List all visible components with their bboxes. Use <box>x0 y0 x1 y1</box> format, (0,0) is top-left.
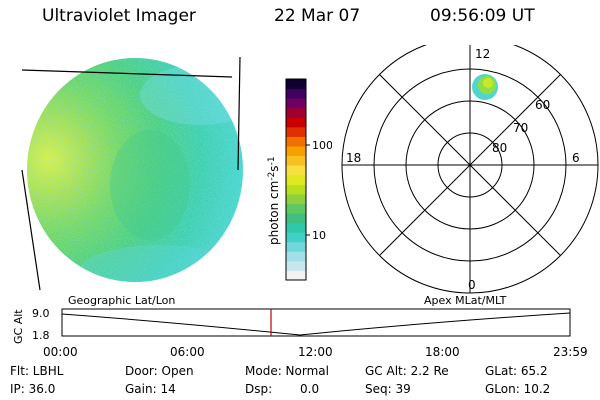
color-scale-block <box>286 260 306 271</box>
color-scale: 100 10 photon cm-2s-1 <box>267 78 332 281</box>
color-scale-block <box>286 98 306 109</box>
polar-mlt-plot: 12 18 6 0 60 70 80 <box>341 45 599 294</box>
limb-line-right <box>237 56 241 171</box>
color-scale-tick-100: 100 <box>312 139 332 152</box>
info-gain: Gain: 14 <box>125 382 176 396</box>
x-tick-1800: 18:00 <box>425 345 460 359</box>
color-scale-block <box>286 136 306 147</box>
info-door: Door: Open <box>125 364 194 378</box>
lat-label-60: 60 <box>535 98 550 112</box>
limb-line-top <box>21 69 233 78</box>
info-dsp-value: 0.0 <box>300 382 320 396</box>
x-tick-0000: 00:00 <box>43 345 78 359</box>
color-scale-block <box>286 88 306 99</box>
alt-right-title: Apex MLat/MLT <box>424 294 507 307</box>
color-scale-block <box>286 203 306 214</box>
mlt-label-6: 6 <box>572 151 580 165</box>
lat-label-70: 70 <box>513 121 528 135</box>
color-scale-block <box>286 193 306 204</box>
mlt-label-12: 12 <box>475 47 490 61</box>
instrument-title: Ultraviolet Imager <box>42 6 196 26</box>
info-dsp-label: Dsp: <box>245 382 273 396</box>
color-scale-block <box>286 117 306 128</box>
info-seq: Seq: 39 <box>365 382 411 396</box>
color-scale-label: photon cm-2s-1 <box>267 156 281 245</box>
x-tick-2359: 23:59 <box>553 345 588 359</box>
color-scale-block <box>286 165 306 176</box>
altitude-timeline: Geographic Lat/Lon Apex MLat/MLT GC Alt … <box>12 294 571 344</box>
alt-left-title: Geographic Lat/Lon <box>68 294 175 307</box>
info-flt: Flt: LBHL <box>10 364 64 378</box>
time-label: 09:56:09 UT <box>430 6 535 26</box>
limb-line-left <box>21 169 41 291</box>
mlt-label-0: 0 <box>468 278 476 292</box>
info-glon: GLon: 10.2 <box>485 382 551 396</box>
alt-y-tick-top: 9.0 <box>32 307 50 320</box>
color-scale-block <box>286 213 306 224</box>
info-glat: GLat: 65.2 <box>485 364 548 378</box>
alt-curve <box>61 312 571 336</box>
mlt-label-18: 18 <box>346 151 361 165</box>
color-scale-blocks <box>286 79 306 281</box>
info-mode: Mode: Normal <box>245 364 329 378</box>
info-gc-alt: GC Alt: 2.2 Re <box>365 364 449 378</box>
lat-label-80: 80 <box>492 141 507 155</box>
color-scale-block <box>286 79 306 90</box>
color-scale-tick-10: 10 <box>312 229 326 242</box>
info-ip: IP: 36.0 <box>10 382 56 396</box>
date-label: 22 Mar 07 <box>274 6 361 26</box>
color-scale-block <box>286 232 306 243</box>
color-scale-block <box>286 126 306 137</box>
color-scale-block <box>286 270 306 281</box>
auroral-blob <box>472 74 498 100</box>
color-scale-block <box>286 155 306 166</box>
color-scale-block <box>286 251 306 262</box>
color-scale-block <box>286 241 306 252</box>
color-scale-block <box>286 174 306 185</box>
color-scale-block <box>286 184 306 195</box>
polar-grid <box>341 45 599 294</box>
color-scale-block <box>286 146 306 157</box>
alt-y-tick-bottom: 1.8 <box>32 329 50 342</box>
x-tick-1200: 12:00 <box>298 345 333 359</box>
color-scale-block <box>286 107 306 118</box>
x-tick-0600: 06:00 <box>170 345 205 359</box>
disk-fill <box>27 58 243 282</box>
alt-y-label: GC Alt <box>12 309 25 344</box>
uv-image-disk <box>21 56 243 291</box>
color-scale-block <box>286 222 306 233</box>
